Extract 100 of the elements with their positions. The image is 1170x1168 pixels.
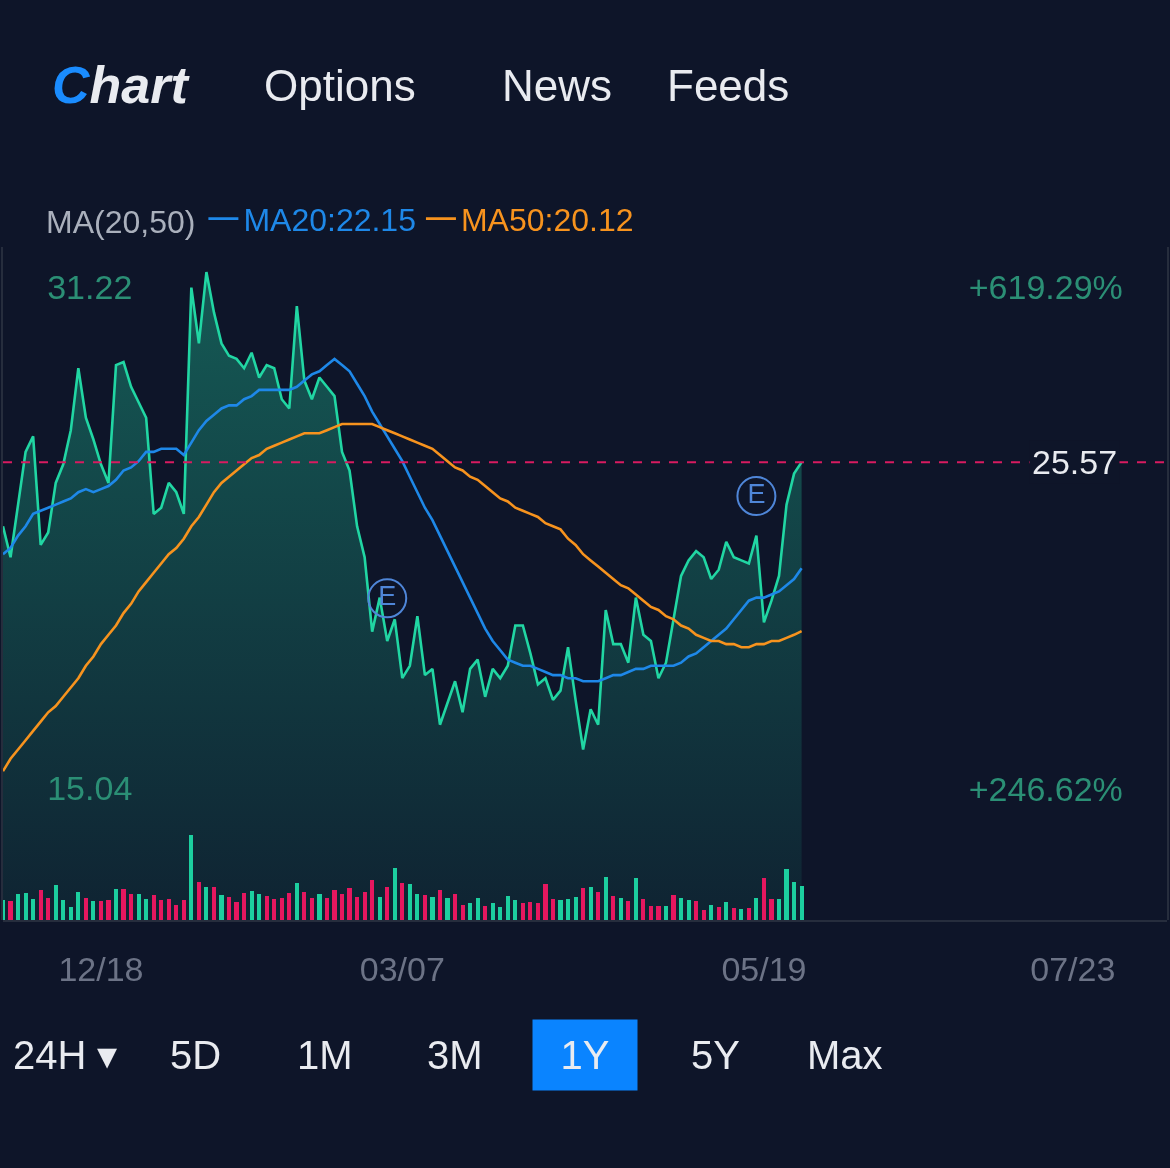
bar xyxy=(227,897,231,920)
bar xyxy=(197,882,201,920)
bar xyxy=(250,891,254,920)
bar xyxy=(702,910,706,920)
bar xyxy=(739,909,743,920)
bar xyxy=(317,894,322,920)
bar xyxy=(611,896,615,920)
bar xyxy=(453,894,457,920)
bar xyxy=(641,899,645,920)
bar xyxy=(61,900,65,920)
text: 24H ▾ xyxy=(13,1033,118,1077)
bar xyxy=(528,902,532,920)
bar xyxy=(302,892,306,920)
bar xyxy=(219,895,224,920)
text: 5Y xyxy=(691,1033,740,1077)
bar xyxy=(747,908,751,920)
text: 1Y xyxy=(560,1033,610,1077)
bar xyxy=(445,898,450,920)
bar xyxy=(174,905,178,920)
bar xyxy=(332,890,337,920)
bar xyxy=(91,901,95,920)
bar xyxy=(468,903,472,920)
bar xyxy=(234,902,239,920)
bar xyxy=(483,906,487,920)
line-series xyxy=(3,357,803,683)
text: 3M xyxy=(427,1033,483,1077)
bar xyxy=(121,889,126,920)
bar xyxy=(717,907,721,920)
bar xyxy=(513,900,517,920)
bar xyxy=(114,889,118,920)
bar xyxy=(69,907,73,920)
bar xyxy=(438,890,442,920)
bar xyxy=(159,900,163,920)
bar xyxy=(16,894,20,920)
bar xyxy=(604,877,608,920)
bar xyxy=(76,892,80,920)
bar xyxy=(325,898,329,920)
bar xyxy=(370,880,374,920)
bar xyxy=(664,906,668,920)
y-tick-label: 31.22 xyxy=(47,267,133,306)
bar xyxy=(769,899,774,920)
bar xyxy=(415,894,419,920)
bar xyxy=(656,906,661,920)
bar xyxy=(784,869,789,920)
bar xyxy=(310,898,314,920)
bar xyxy=(287,893,291,920)
bar xyxy=(99,901,103,920)
text: Max xyxy=(807,1033,883,1077)
bar xyxy=(423,895,427,920)
x-tick-label: 03/07 xyxy=(359,949,445,988)
bar xyxy=(54,885,58,920)
bar xyxy=(242,893,246,920)
text: Feeds xyxy=(667,61,790,110)
bar xyxy=(385,887,389,920)
bar xyxy=(212,887,216,920)
bar xyxy=(363,892,367,920)
bar xyxy=(340,894,344,920)
text: 1M xyxy=(297,1033,353,1077)
bar xyxy=(634,878,638,920)
bar xyxy=(558,900,563,920)
bar xyxy=(378,897,382,920)
bar xyxy=(543,884,548,920)
bar xyxy=(491,903,495,920)
bar xyxy=(129,894,133,920)
bar xyxy=(272,899,276,920)
legend-label: MA50:20.12 xyxy=(460,202,634,239)
text: Chart xyxy=(52,56,191,114)
bar xyxy=(144,899,148,920)
bar xyxy=(46,898,50,920)
bar xyxy=(800,886,804,920)
x-tick-label: 07/23 xyxy=(1030,949,1116,988)
bar xyxy=(649,906,653,920)
bar xyxy=(408,884,412,920)
bar xyxy=(777,899,781,920)
bar xyxy=(732,908,736,920)
bar xyxy=(679,898,683,920)
bar xyxy=(39,890,43,920)
bar xyxy=(694,901,698,920)
bar xyxy=(551,899,555,920)
y-tick-label: 15.04 xyxy=(47,769,133,808)
bar xyxy=(589,887,593,920)
data-label: E xyxy=(747,478,766,509)
bar xyxy=(347,888,352,920)
ref-line-label: 25.57 xyxy=(1032,443,1118,481)
bar xyxy=(31,899,35,920)
bar xyxy=(106,900,111,920)
bar xyxy=(596,892,600,920)
bar xyxy=(521,903,525,920)
bar xyxy=(152,895,156,920)
bar xyxy=(619,898,623,920)
bar xyxy=(476,898,480,920)
bar xyxy=(754,898,758,920)
bar xyxy=(581,888,585,920)
bar xyxy=(189,835,193,920)
bar xyxy=(182,900,186,920)
bar xyxy=(137,894,141,920)
bar xyxy=(687,900,691,920)
bar xyxy=(3,900,5,920)
bar xyxy=(536,903,540,920)
bar xyxy=(8,901,13,920)
